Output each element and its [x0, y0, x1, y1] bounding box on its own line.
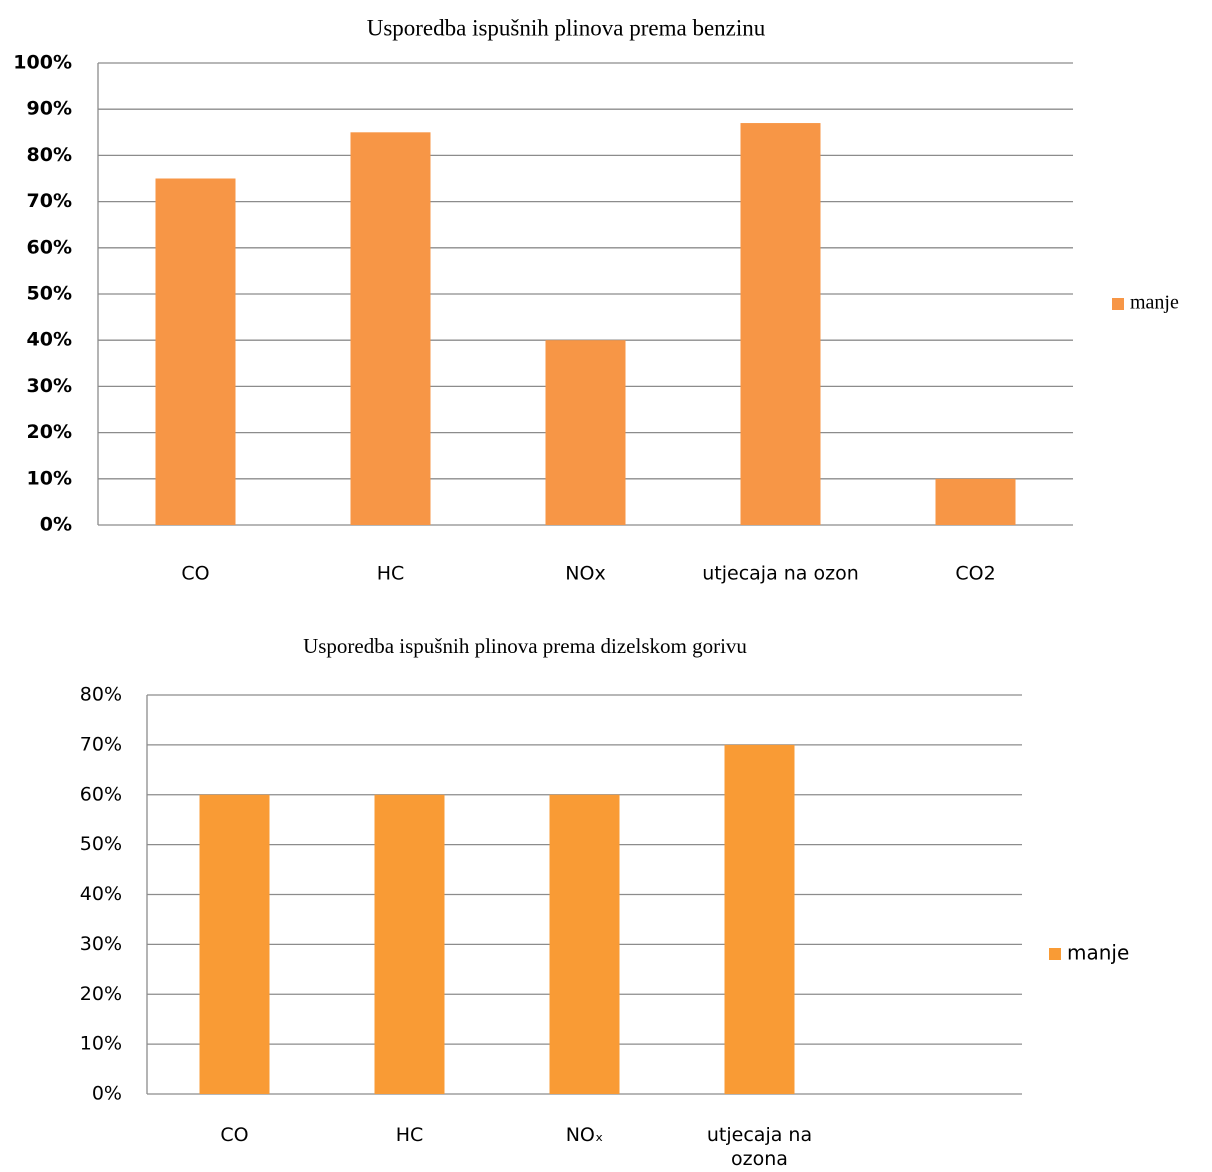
- x-tick-label: HC: [395, 1124, 424, 1146]
- y-tick-label: 60%: [27, 236, 72, 258]
- x-tick-label-box: utjecaja na ozona: [706, 1124, 813, 1170]
- y-tick-label: 20%: [80, 983, 122, 1005]
- legend-label: manje: [1067, 941, 1129, 965]
- x-tick-label: utjecaja na ozon: [702, 563, 859, 585]
- bar: [199, 794, 270, 1094]
- y-tick-label: 50%: [80, 833, 122, 855]
- bar: [155, 178, 236, 525]
- y-tick-label: 30%: [80, 933, 122, 955]
- y-tick-label: 80%: [80, 684, 122, 706]
- y-tick-label: 30%: [27, 375, 72, 397]
- y-tick-label: 90%: [27, 98, 72, 120]
- legend-swatch: [1049, 948, 1061, 960]
- chart-title: Usporedba ispušnih plinova prema dizelsk…: [303, 634, 747, 658]
- x-tick-label-box: HC: [395, 1124, 424, 1146]
- bar: [350, 132, 431, 526]
- x-tick-label: NOx: [565, 563, 605, 585]
- y-tick-label: 0%: [40, 514, 72, 536]
- y-tick-label: 50%: [27, 283, 72, 305]
- x-tick-label: utjecaja na ozona: [706, 1124, 813, 1170]
- y-tick-label: 0%: [92, 1083, 122, 1105]
- y-tick-label: 20%: [27, 421, 72, 443]
- bar: [935, 478, 1016, 525]
- y-tick-label: 10%: [27, 467, 72, 489]
- y-tick-label: 70%: [27, 190, 72, 212]
- bar: [740, 123, 821, 525]
- x-tick-label: CO: [220, 1124, 249, 1146]
- legend-label: manje: [1130, 292, 1179, 314]
- x-tick-label-box: CO: [220, 1124, 249, 1146]
- bar: [374, 794, 445, 1094]
- chart-title: Usporedba ispušnih plinova prema benzinu: [367, 15, 766, 40]
- y-tick-label: 70%: [80, 733, 122, 755]
- x-tick-label: HC: [377, 563, 405, 585]
- y-tick-label: 40%: [80, 883, 122, 905]
- y-tick-label: 100%: [13, 52, 72, 74]
- y-tick-label: 10%: [80, 1033, 122, 1055]
- legend-swatch: [1112, 298, 1124, 310]
- y-tick-label: 40%: [27, 329, 72, 351]
- bar: [724, 744, 795, 1094]
- x-tick-label: CO2: [955, 563, 995, 585]
- x-tick-label: NOₓ: [565, 1124, 604, 1146]
- y-tick-label: 80%: [27, 144, 72, 166]
- bar: [549, 794, 620, 1094]
- x-tick-label-box: NOₓ: [565, 1124, 604, 1146]
- x-tick-label: CO: [181, 563, 209, 585]
- bar: [545, 340, 626, 525]
- y-tick-label: 60%: [80, 783, 122, 805]
